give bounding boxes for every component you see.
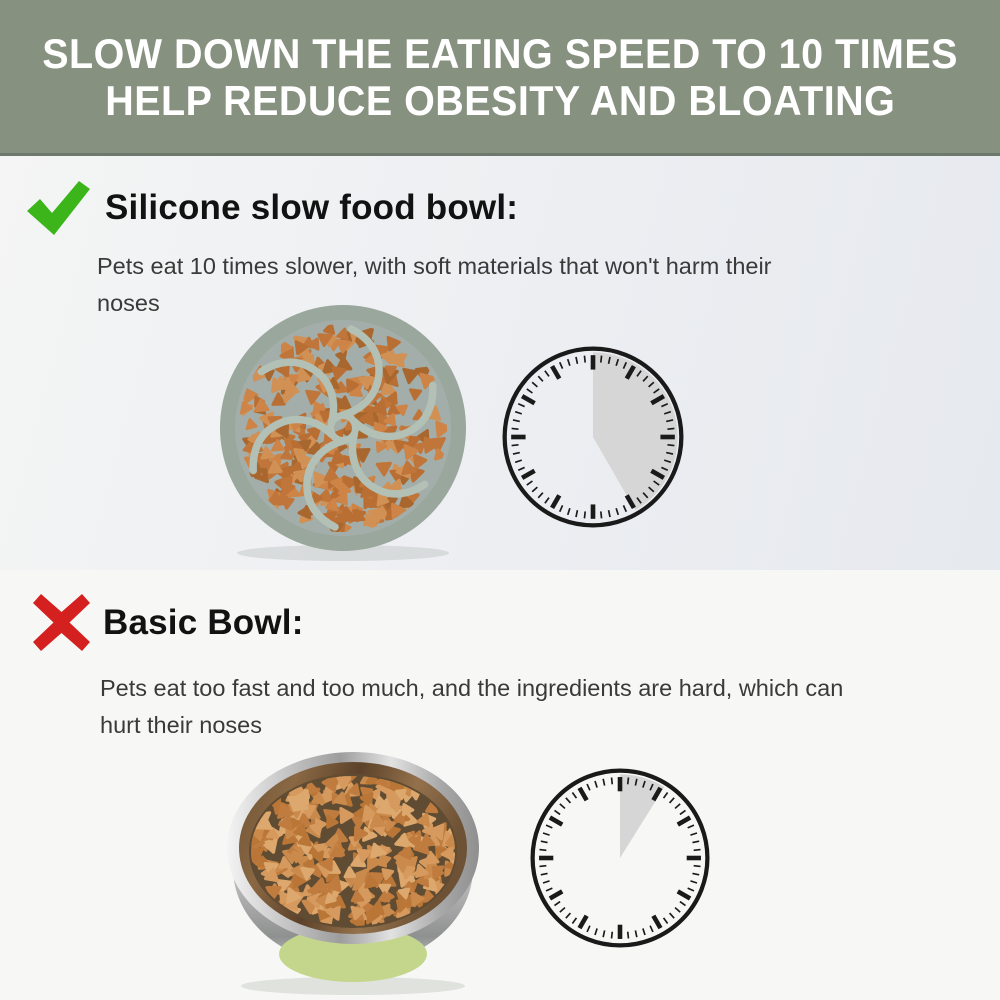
basic-section-description: Pets eat too fast and too much, and the … bbox=[100, 670, 843, 744]
basic-section-title: Basic Bowl: bbox=[103, 602, 304, 642]
slow-eating-clock-icon bbox=[502, 346, 684, 528]
slow-section-header: Silicone slow food bowl: bbox=[26, 180, 518, 236]
check-icon bbox=[26, 180, 92, 236]
slow-description-line-1: Pets eat 10 times slower, with soft mate… bbox=[97, 253, 772, 279]
slow-description-line-2: noses bbox=[97, 290, 160, 316]
basic-section-header: Basic Bowl: bbox=[33, 594, 304, 651]
slow-feeder-bowl-image bbox=[220, 305, 466, 561]
slow-section-title: Silicone slow food bowl: bbox=[105, 188, 519, 227]
basic-description-line-1: Pets eat too fast and too much, and the … bbox=[100, 675, 844, 701]
basic-bowl-section: Basic Bowl: Pets eat too fast and too mu… bbox=[0, 570, 1000, 1000]
fast-eating-clock-icon bbox=[530, 768, 710, 948]
banner-line-1: SLOW DOWN THE EATING SPEED TO 10 TIMES bbox=[42, 29, 958, 77]
banner: SLOW DOWN THE EATING SPEED TO 10 TIMES H… bbox=[0, 0, 1000, 156]
basic-bowl-image bbox=[227, 752, 479, 995]
slow-bowl-section: Silicone slow food bowl: Pets eat 10 tim… bbox=[0, 156, 1000, 570]
slow-section-description: Pets eat 10 times slower, with soft mate… bbox=[97, 248, 772, 322]
banner-line-2: HELP REDUCE OBESITY AND BLOATING bbox=[104, 76, 896, 124]
basic-description-line-2: hurt their noses bbox=[100, 712, 262, 738]
cross-icon bbox=[33, 594, 90, 651]
